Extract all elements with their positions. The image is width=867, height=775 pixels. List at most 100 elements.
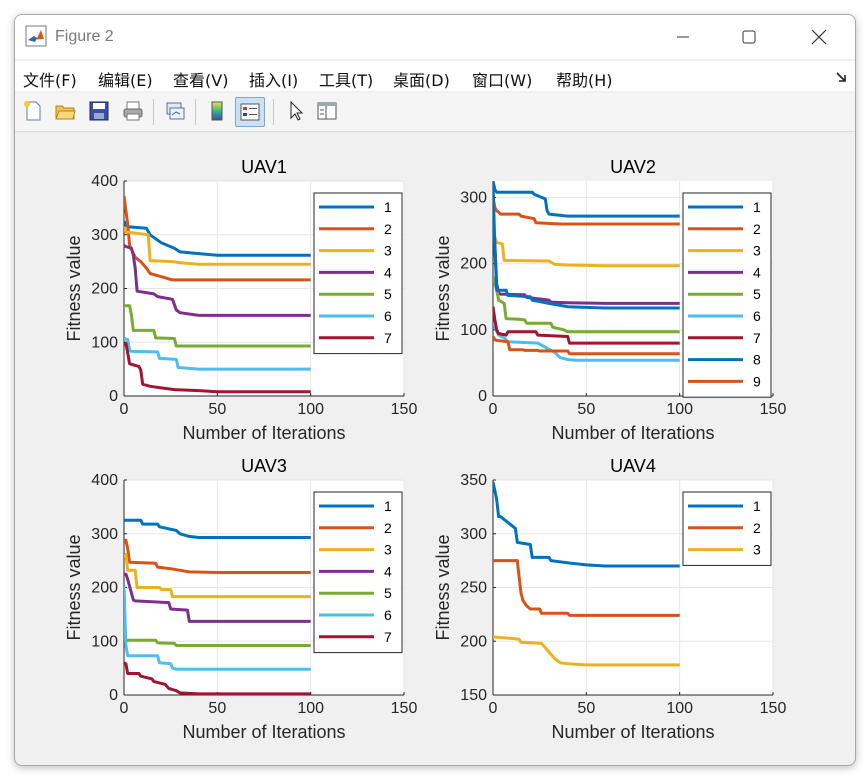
series-line-4 xyxy=(124,244,311,317)
x-axis-label: Number of Iterations xyxy=(551,722,714,742)
x-tick-label: 150 xyxy=(760,401,787,418)
series-line-3 xyxy=(124,552,311,599)
legend-label: 3 xyxy=(384,542,392,558)
new-figure-button[interactable] xyxy=(19,97,47,125)
subplot-title: UAV2 xyxy=(610,157,656,177)
figure-toolbar xyxy=(15,93,855,132)
menu-tools[interactable]: 工具(T) xyxy=(319,71,374,90)
legend-label: 1 xyxy=(753,498,761,514)
legend-label: 6 xyxy=(384,308,392,324)
close-icon xyxy=(811,29,827,45)
series-line-2 xyxy=(493,197,680,226)
series-line-8 xyxy=(493,181,680,310)
x-axis-label: Number of Iterations xyxy=(551,423,714,443)
y-tick-label: 200 xyxy=(91,580,118,597)
x-tick-label: 150 xyxy=(760,700,787,717)
series-line-2 xyxy=(124,538,311,574)
print-button[interactable] xyxy=(119,97,147,125)
legend-label: 4 xyxy=(384,563,392,579)
menu-insert[interactable]: 插入(I) xyxy=(249,71,299,90)
subplot-1: 0 50 100 150 0 100 200 300 400 UAV1 Number of Iter… xyxy=(64,157,417,443)
legend[interactable]: 1 2 3 4 5 6 7 xyxy=(313,491,403,654)
legend-label: 3 xyxy=(384,243,392,259)
x-tick-label: 0 xyxy=(120,401,129,418)
new-figure-icon xyxy=(24,101,41,121)
colorbar-button[interactable] xyxy=(203,97,231,125)
pointer-icon xyxy=(290,100,304,121)
menu-window[interactable]: 窗口(W) xyxy=(472,71,533,90)
legend-label: 4 xyxy=(384,264,392,280)
toolbar-separator xyxy=(273,99,274,125)
x-tick-label: 100 xyxy=(297,700,324,717)
y-tick-label: 200 xyxy=(460,633,487,650)
menu-help[interactable]: 帮助(H) xyxy=(556,71,613,90)
legend-label: 3 xyxy=(753,243,761,259)
print-icon xyxy=(123,101,143,121)
legend-label: 7 xyxy=(384,629,392,645)
series-line-1 xyxy=(493,181,680,218)
subplot-2: 0 50 100 150 0 100 200 300 UAV2 Number of Iterati… xyxy=(433,157,786,443)
legend[interactable]: 1 2 3 4 5 6 7 8 9 xyxy=(682,192,772,398)
series-line-3 xyxy=(493,635,680,667)
series-line-2 xyxy=(493,559,680,617)
property-inspector-button[interactable] xyxy=(313,97,341,125)
y-axis-label: Fitness value xyxy=(433,534,453,640)
legend-label: 7 xyxy=(753,330,761,346)
open-folder-icon xyxy=(55,105,76,120)
matlab-logo-icon xyxy=(25,25,47,47)
menu-file[interactable]: 文件(F) xyxy=(23,71,77,90)
series-line-5 xyxy=(493,276,680,334)
legend[interactable]: 1 2 3 xyxy=(682,491,772,566)
x-tick-label: 100 xyxy=(666,401,693,418)
series-line-5 xyxy=(124,304,311,348)
x-axis-label: Number of Iterations xyxy=(182,722,345,742)
series-line-1 xyxy=(493,481,680,568)
series-line-4 xyxy=(124,572,311,623)
legend-button[interactable] xyxy=(235,97,265,127)
legend[interactable]: 1 2 3 4 5 6 7 xyxy=(313,192,403,355)
series-line-7 xyxy=(493,306,680,345)
legend-label: 3 xyxy=(753,542,761,558)
title-bar: Figure 2 xyxy=(15,15,855,59)
x-tick-label: 0 xyxy=(120,700,129,717)
menu-view[interactable]: 查看(V) xyxy=(173,71,229,90)
y-tick-label: 100 xyxy=(91,334,118,351)
x-tick-label: 100 xyxy=(666,700,693,717)
save-button[interactable] xyxy=(85,97,113,125)
maximize-button[interactable] xyxy=(721,15,777,59)
y-tick-label: 400 xyxy=(91,173,118,190)
y-tick-label: 300 xyxy=(460,526,487,543)
series-line-7 xyxy=(124,661,311,695)
subplot-title: UAV4 xyxy=(610,456,656,476)
maximize-icon xyxy=(742,30,756,44)
dock-arrow-icon[interactable] xyxy=(835,71,847,83)
series-line-9 xyxy=(493,335,680,356)
subplot-title: UAV1 xyxy=(241,157,287,177)
open-button[interactable] xyxy=(51,97,79,125)
x-tick-label: 50 xyxy=(208,700,226,717)
series-line-7 xyxy=(124,341,311,394)
window-title: Figure 2 xyxy=(55,28,114,45)
x-axis-label: Number of Iterations xyxy=(182,423,345,443)
toolbar-separator xyxy=(195,99,196,125)
subplot-3: 0 50 100 150 0 100 200 300 400 UAV3 Number of Iter… xyxy=(64,456,417,742)
link-plot-button[interactable] xyxy=(161,97,189,125)
legend-label: 2 xyxy=(384,520,392,536)
x-tick-label: 50 xyxy=(577,401,595,418)
y-tick-label: 200 xyxy=(460,256,487,273)
pointer-button[interactable] xyxy=(281,97,309,125)
y-tick-label: 100 xyxy=(91,633,118,650)
series-line-6 xyxy=(124,337,311,371)
x-tick-label: 150 xyxy=(391,401,418,418)
close-button[interactable] xyxy=(791,15,847,59)
minimize-button[interactable] xyxy=(655,15,711,59)
menu-edit[interactable]: 编辑(E) xyxy=(98,71,153,90)
legend-label: 7 xyxy=(384,330,392,346)
x-tick-label: 0 xyxy=(489,401,498,418)
legend-label: 1 xyxy=(384,498,392,514)
legend-label: 2 xyxy=(384,221,392,237)
legend-label: 9 xyxy=(753,373,761,389)
y-axis-label: Fitness value xyxy=(433,235,453,341)
menu-desktop[interactable]: 桌面(D) xyxy=(393,71,450,90)
